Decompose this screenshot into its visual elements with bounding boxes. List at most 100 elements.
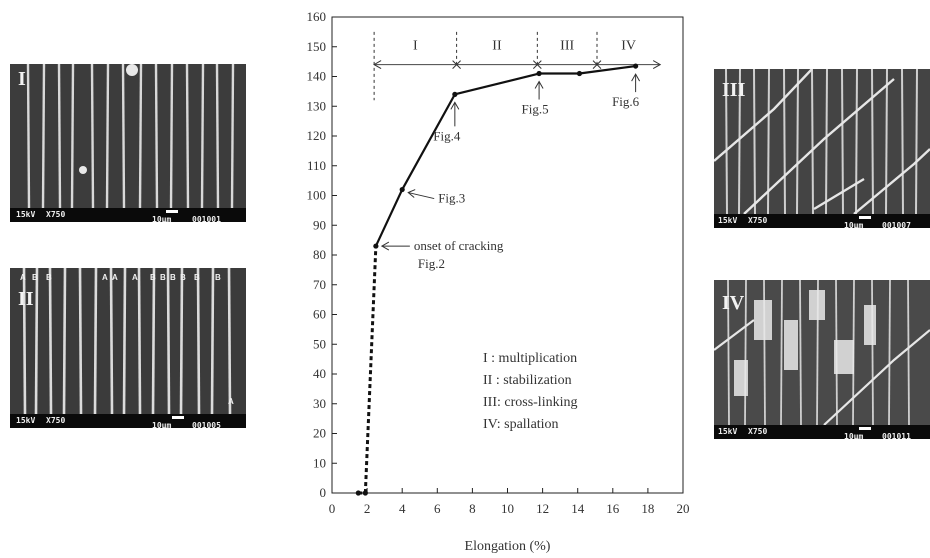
crack-density-chart: 0102030405060708090100110120130140150160… — [307, 9, 690, 554]
annotation-arrow-head — [631, 73, 641, 82]
stage-arrow-head — [652, 60, 662, 70]
micrograph-stage-4: IV 15kV X750 10µm 001011 — [714, 280, 930, 439]
y-tick-label: 0 — [320, 485, 327, 500]
y-tick-label: 110 — [307, 158, 326, 173]
stage-arrow-head — [452, 60, 461, 69]
crack-marker: B — [150, 273, 156, 282]
crack-marker: B — [160, 273, 166, 282]
micrograph-voltage: 15kV — [16, 416, 36, 425]
series-line — [374, 64, 636, 247]
x-tick-label: 4 — [399, 501, 406, 516]
micrograph-scale-tick — [172, 416, 184, 419]
annotation-arrow — [408, 192, 435, 200]
y-tick-label: 80 — [313, 247, 326, 262]
micrograph-magnification: X750 — [46, 210, 66, 219]
legend-entry: III: cross-linking — [483, 395, 577, 410]
x-tick-label: 18 — [641, 501, 654, 516]
x-axis-label: Elongation (%) — [465, 539, 551, 554]
crack-marker: B — [170, 273, 176, 282]
stage-label: IV — [621, 39, 636, 54]
x-tick-label: 6 — [434, 501, 441, 516]
crack-marker: A — [112, 273, 118, 282]
y-tick-label: 40 — [313, 366, 326, 381]
micrograph-label: II — [18, 288, 34, 310]
legend-entry: II : stabilization — [483, 373, 572, 388]
y-tick-label: 160 — [307, 9, 327, 24]
y-tick-label: 60 — [313, 307, 326, 322]
x-tick-label: 0 — [329, 501, 336, 516]
x-tick-label: 16 — [606, 501, 620, 516]
legend-entry: IV: spallation — [483, 417, 559, 432]
crack-marker: A — [228, 397, 234, 406]
y-tick-label: 120 — [307, 128, 327, 143]
stage-label: III — [560, 39, 574, 54]
y-tick-label: 90 — [313, 217, 326, 232]
micrograph-frame: 001001 — [192, 215, 221, 222]
micrograph-label: I — [18, 68, 26, 90]
x-tick-label: 12 — [536, 501, 549, 516]
y-tick-label: 130 — [307, 98, 327, 113]
micrograph-scalebar: 15kV X750 10µm 001001 — [10, 208, 246, 222]
annotation-arrow-head — [450, 101, 460, 110]
stage-label: II — [492, 39, 502, 54]
micrograph-scalebar: 15kV X750 10µm 001005 — [10, 414, 246, 428]
y-tick-label: 140 — [307, 69, 327, 84]
annotation-text: Fig.6 — [612, 94, 640, 109]
micrograph-voltage: 15kV — [16, 210, 36, 219]
annotation-arrow-head — [407, 189, 416, 198]
micrograph-stage-3: III 15kV X750 10µm 001007 — [714, 69, 930, 228]
micrograph-voltage: 15kV — [718, 427, 738, 436]
y-tick-label: 50 — [313, 336, 326, 351]
annotation-arrow-head — [534, 80, 544, 89]
micrograph-scale: 10µm — [844, 221, 864, 228]
stage-arrow-head — [532, 60, 542, 69]
data-point — [362, 490, 368, 496]
stage-arrow-head — [592, 60, 602, 69]
data-point — [633, 63, 639, 69]
crack-marker: B — [180, 273, 186, 282]
micrograph-frame: 001007 — [882, 221, 911, 228]
legend-entry: I : multiplication — [483, 351, 577, 366]
annotation-text: Fig.4 — [433, 128, 461, 143]
x-tick-label: 14 — [571, 501, 585, 516]
micrograph-scale-tick — [859, 427, 871, 430]
y-tick-label: 10 — [313, 455, 326, 470]
annotation-text: Fig.3 — [438, 191, 465, 206]
micrograph-texture — [714, 69, 930, 214]
annotation-text: Fig.2 — [418, 256, 445, 271]
micrograph-scalebar: 15kV X750 10µm 001011 — [714, 425, 930, 439]
micrograph-stage-1: I 15kV X750 10µm 001001 — [10, 64, 246, 222]
micrograph-magnification: X750 — [46, 416, 66, 425]
micrograph-texture: A B B A A A B B B B B BA — [10, 268, 246, 414]
crack-marker: A — [20, 273, 26, 282]
micrograph-frame: 001005 — [192, 421, 221, 428]
micrograph-frame: 001011 — [882, 432, 911, 439]
series-line — [358, 246, 378, 495]
micrograph-magnification: X750 — [748, 216, 768, 225]
crack-marker: B — [194, 273, 200, 282]
data-point — [355, 490, 361, 496]
y-tick-label: 150 — [307, 39, 327, 54]
micrograph-scale: 10µm — [844, 432, 864, 439]
micrograph-scale-tick — [166, 210, 178, 213]
micrograph-voltage: 15kV — [718, 216, 738, 225]
annotation-text: Fig.5 — [522, 102, 549, 117]
micrograph-scale: 10µm — [152, 421, 172, 428]
crack-marker: B — [46, 273, 52, 282]
y-tick-label: 20 — [313, 426, 326, 441]
data-point — [399, 186, 405, 193]
micrograph-scale-tick — [859, 216, 871, 219]
annotation-text: onset of cracking — [414, 238, 504, 253]
data-point — [576, 70, 583, 77]
micrograph-label: IV — [722, 292, 745, 314]
stage-arrow-head — [373, 60, 382, 70]
data-point — [536, 70, 542, 77]
micrograph-texture — [714, 280, 930, 425]
x-tick-label: 2 — [364, 501, 371, 516]
data-point — [373, 243, 379, 249]
micrograph-magnification: X750 — [748, 427, 768, 436]
micrograph-texture — [10, 64, 246, 208]
y-tick-label: 70 — [313, 277, 326, 292]
x-tick-label: 8 — [469, 501, 476, 516]
